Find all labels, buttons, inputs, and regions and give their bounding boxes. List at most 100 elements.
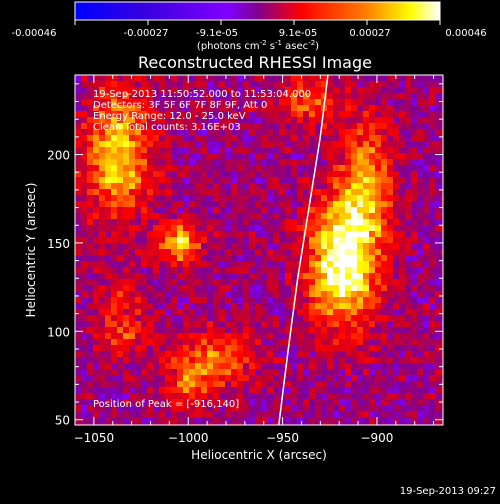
heatmap-cell [387, 201, 394, 208]
heatmap-cell [141, 405, 148, 412]
heatmap-cell [123, 315, 130, 322]
heatmap-cell [339, 243, 346, 250]
heatmap-cell [81, 123, 88, 130]
heatmap-cell [405, 153, 412, 160]
heatmap-cell [417, 249, 424, 256]
heatmap-cell [225, 219, 232, 226]
heatmap-cell [291, 75, 298, 82]
heatmap-cell [159, 399, 166, 406]
heatmap-cell [75, 333, 82, 340]
heatmap-cell [255, 183, 262, 190]
heatmap-cell [345, 351, 352, 358]
heatmap-cell [135, 159, 142, 166]
heatmap-cell [309, 177, 316, 184]
heatmap-cell [417, 279, 424, 286]
heatmap-cell [117, 213, 124, 220]
heatmap-cell [309, 231, 316, 238]
x-tick-label: −950 [266, 431, 299, 445]
heatmap-cell [75, 135, 82, 142]
heatmap-cell [219, 261, 226, 268]
heatmap-cell [141, 387, 148, 394]
heatmap-cell [285, 297, 292, 304]
heatmap-cell [393, 357, 400, 364]
heatmap-cell [261, 135, 268, 142]
heatmap-cell [333, 249, 340, 256]
heatmap-cell [123, 213, 130, 220]
heatmap-cell [219, 351, 226, 358]
heatmap-cell [429, 165, 436, 172]
heatmap-cell [99, 189, 106, 196]
heatmap-cell [339, 213, 346, 220]
heatmap-cell [297, 381, 304, 388]
heatmap-cell [219, 327, 226, 334]
heatmap-cell [303, 255, 310, 262]
heatmap-cell [81, 177, 88, 184]
heatmap-cell [171, 105, 178, 112]
heatmap-cell [75, 423, 82, 425]
heatmap-cell [81, 381, 88, 388]
heatmap-cell [231, 333, 238, 340]
heatmap-cell [273, 405, 280, 412]
heatmap-cell [159, 249, 166, 256]
heatmap-cell [363, 201, 370, 208]
heatmap-cell [141, 357, 148, 364]
heatmap-cell [225, 285, 232, 292]
heatmap-cell [177, 129, 184, 136]
heatmap-cell [237, 369, 244, 376]
heatmap-cell [279, 297, 286, 304]
heatmap-cell [273, 213, 280, 220]
heatmap-cell [129, 141, 136, 148]
heatmap-cell [411, 405, 418, 412]
heatmap-cell [429, 339, 436, 346]
heatmap-cell [237, 303, 244, 310]
heatmap-cell [387, 393, 394, 400]
heatmap-cell [93, 207, 100, 214]
heatmap-cell [291, 177, 298, 184]
heatmap-cell [417, 369, 424, 376]
heatmap-cell [333, 225, 340, 232]
heatmap-cell [105, 135, 112, 142]
heatmap-cell [441, 99, 443, 106]
heatmap-cell [357, 177, 364, 184]
heatmap-cell [141, 285, 148, 292]
heatmap-cell [213, 171, 220, 178]
heatmap-cell [357, 339, 364, 346]
heatmap-cell [189, 237, 196, 244]
heatmap-cell [117, 117, 124, 124]
heatmap-cell [183, 111, 190, 118]
heatmap-cell [237, 141, 244, 148]
heatmap-cell [219, 357, 226, 364]
heatmap-cell [279, 201, 286, 208]
heatmap-cell [435, 105, 442, 112]
heatmap-cell [117, 339, 124, 346]
heatmap-cell [351, 81, 358, 88]
heatmap-cell [195, 189, 202, 196]
heatmap-cell [405, 387, 412, 394]
heatmap-cell [267, 225, 274, 232]
heatmap-cell [261, 303, 268, 310]
heatmap-cell [309, 291, 316, 298]
heatmap-cell [237, 177, 244, 184]
heatmap-cell [441, 159, 443, 166]
heatmap-cell [225, 345, 232, 352]
heatmap-cell [399, 375, 406, 382]
heatmap-cell [207, 285, 214, 292]
heatmap-cell [75, 99, 82, 106]
heatmap-cell [249, 393, 256, 400]
heatmap-cell [117, 243, 124, 250]
heatmap-cell [219, 87, 226, 94]
heatmap-cell [117, 327, 124, 334]
heatmap-cell [171, 291, 178, 298]
heatmap-cell [429, 387, 436, 394]
heatmap-cell [357, 93, 364, 100]
heatmap-cell [363, 195, 370, 202]
heatmap-cell [429, 417, 436, 424]
heatmap-cell [129, 417, 136, 424]
heatmap-cell [219, 405, 226, 412]
heatmap-cell [291, 387, 298, 394]
heatmap-cell [429, 99, 436, 106]
heatmap-cell [201, 165, 208, 172]
heatmap-cell [363, 303, 370, 310]
heatmap-cell [399, 345, 406, 352]
heatmap-cell [195, 261, 202, 268]
